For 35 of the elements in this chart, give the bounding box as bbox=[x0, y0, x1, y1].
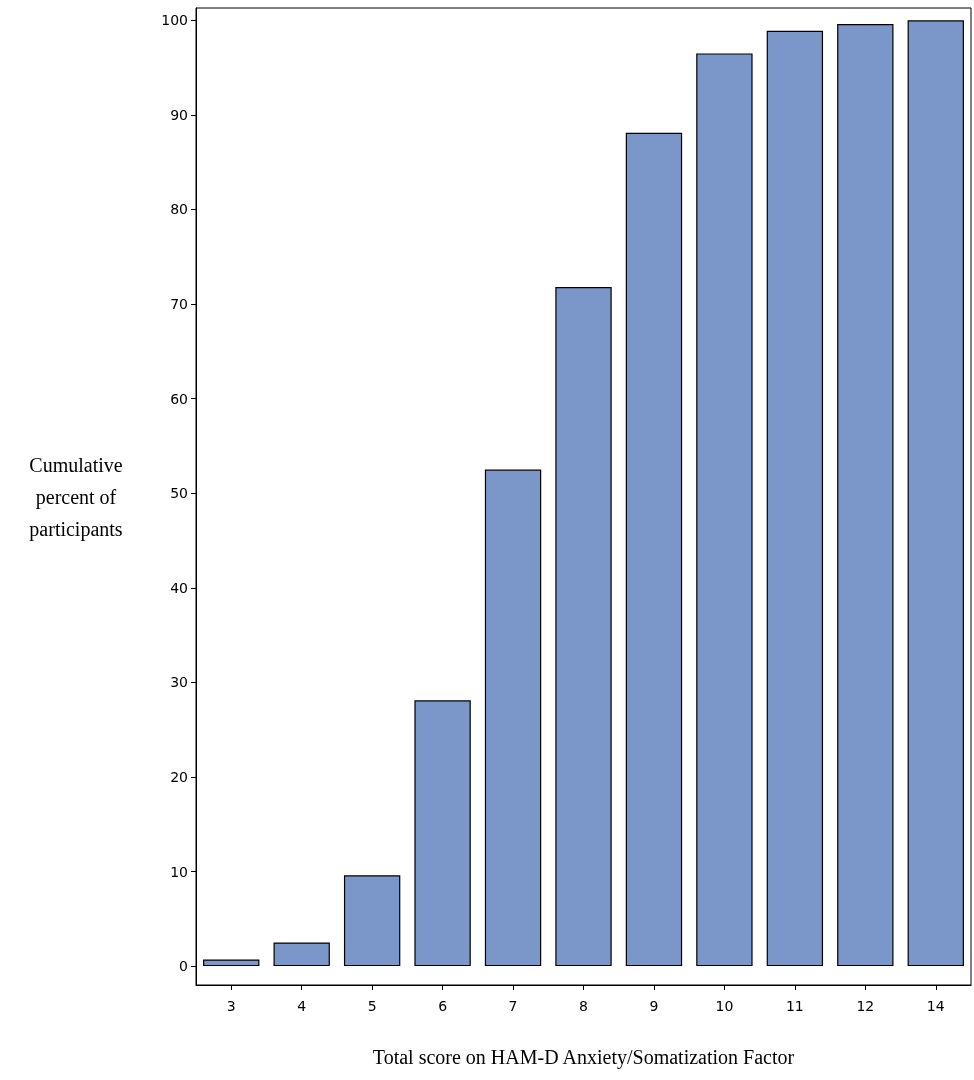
bar bbox=[273, 942, 330, 967]
bar bbox=[907, 20, 964, 967]
bar bbox=[203, 959, 260, 967]
y-tick-label: 60 bbox=[170, 390, 188, 407]
bar bbox=[484, 469, 542, 967]
y-tick-label: 50 bbox=[170, 485, 188, 502]
x-tick-label: 11 bbox=[785, 998, 804, 1014]
y-tick-label: 20 bbox=[170, 768, 188, 785]
x-tick-label: 12 bbox=[856, 998, 875, 1014]
x-tick-label: 7 bbox=[508, 998, 518, 1014]
x-tick-label: 3 bbox=[226, 998, 236, 1014]
y-tick-label: 70 bbox=[170, 296, 188, 313]
x-tick-label: 6 bbox=[438, 998, 448, 1014]
y-tick-label: 100 bbox=[161, 12, 188, 29]
x-tick-label: 8 bbox=[579, 998, 588, 1014]
bar bbox=[766, 30, 824, 967]
bar bbox=[343, 875, 401, 967]
x-tick-label: 14 bbox=[926, 998, 945, 1014]
bar bbox=[414, 700, 471, 967]
x-tick-label: 4 bbox=[297, 998, 307, 1014]
x-tick-label: 10 bbox=[715, 998, 734, 1014]
y-tick-label: 30 bbox=[170, 674, 188, 691]
y-tick-label: 80 bbox=[170, 201, 188, 218]
x-tick-label: 9 bbox=[649, 998, 659, 1014]
y-tick-label: 10 bbox=[170, 863, 188, 880]
bar bbox=[555, 287, 612, 967]
y-axis-title: Cumulative percent of participants bbox=[29, 453, 123, 541]
y-tick-label: 40 bbox=[170, 579, 188, 596]
x-axis-title: Total score on HAM-D Anxiety/Somatization Factor bbox=[372, 1046, 795, 1069]
x-tick-label: 5 bbox=[367, 998, 377, 1014]
y-tick-label: 0 bbox=[179, 958, 188, 975]
bar bbox=[625, 132, 683, 967]
y-tick-label: 90 bbox=[170, 106, 188, 123]
bar bbox=[837, 24, 894, 967]
bar bbox=[696, 53, 753, 967]
